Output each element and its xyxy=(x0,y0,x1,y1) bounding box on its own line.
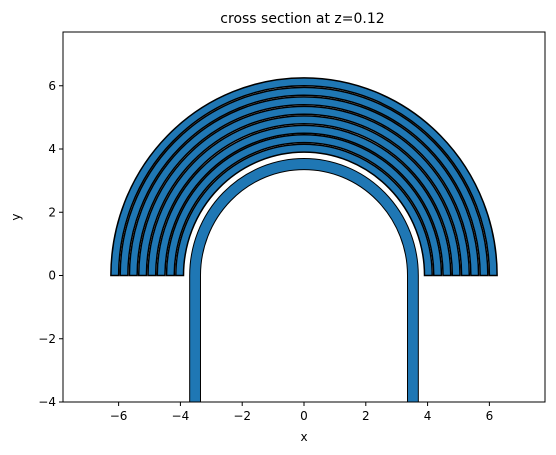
x-tick-label: −6 xyxy=(110,409,128,423)
x-tick-label: −4 xyxy=(172,409,190,423)
ring-6 xyxy=(128,96,480,277)
x-axis: −6 −4 −2 0 2 4 6 xyxy=(110,402,493,423)
ring-7 xyxy=(119,86,489,277)
x-tick-label: 2 xyxy=(362,409,370,423)
x-axis-label: x xyxy=(300,430,307,444)
y-tick-label: 4 xyxy=(48,142,56,156)
x-tick-label: 4 xyxy=(424,409,432,423)
y-tick-label: 2 xyxy=(48,205,56,219)
y-tick-label: −2 xyxy=(38,332,56,346)
y-tick-label: 6 xyxy=(48,79,56,93)
x-tick-label: 0 xyxy=(300,409,308,423)
y-axis: −4 −2 0 2 4 6 xyxy=(38,79,63,409)
ring-2 xyxy=(165,134,443,277)
plot-area xyxy=(110,77,498,402)
y-axis-label: y xyxy=(9,213,23,220)
x-tick-label: 6 xyxy=(486,409,494,423)
y-tick-label: 0 xyxy=(48,269,56,283)
ring-3 xyxy=(156,124,452,277)
y-tick-label: −4 xyxy=(38,395,56,409)
ring-1 xyxy=(175,143,433,277)
ring-8 xyxy=(110,77,498,277)
ring-5 xyxy=(137,105,471,277)
x-tick-label: −2 xyxy=(233,409,251,423)
chart-title: cross section at z=0.12 xyxy=(220,11,384,27)
u-bend-waveguide xyxy=(189,158,419,402)
ring-4 xyxy=(147,115,461,277)
